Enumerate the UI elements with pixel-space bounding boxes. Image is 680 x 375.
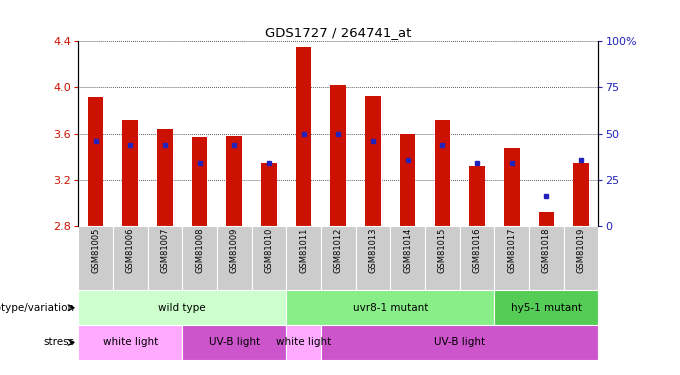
Bar (321, 325, 598, 360)
Bar (286, 226, 321, 290)
Bar (425, 226, 460, 290)
Bar (261, 162, 277, 226)
Text: GSM81010: GSM81010 (265, 228, 273, 273)
Text: GSM81006: GSM81006 (126, 228, 135, 273)
Bar (148, 226, 182, 290)
Text: uvr8-1 mutant: uvr8-1 mutant (353, 303, 428, 313)
Text: stress: stress (44, 338, 75, 347)
Bar (539, 212, 554, 226)
Text: GSM81018: GSM81018 (542, 228, 551, 273)
Bar (122, 120, 138, 226)
Bar (390, 226, 425, 290)
Text: UV-B light: UV-B light (434, 338, 486, 347)
Text: GSM81012: GSM81012 (334, 228, 343, 273)
Text: wild type: wild type (158, 303, 206, 313)
Bar (182, 325, 286, 360)
Bar (78, 290, 286, 325)
Bar (78, 325, 182, 360)
Bar (192, 137, 207, 226)
Bar (504, 147, 520, 226)
Bar (564, 226, 598, 290)
Text: GSM81009: GSM81009 (230, 228, 239, 273)
Bar (469, 166, 485, 226)
Bar (113, 226, 148, 290)
Bar (321, 226, 356, 290)
Bar (286, 325, 321, 360)
Bar (400, 134, 415, 226)
Bar (182, 226, 217, 290)
Bar (217, 226, 252, 290)
Bar (573, 162, 589, 226)
Text: GSM81019: GSM81019 (577, 228, 585, 273)
Text: GSM81011: GSM81011 (299, 228, 308, 273)
Bar (494, 226, 529, 290)
Title: GDS1727 / 264741_at: GDS1727 / 264741_at (265, 26, 411, 39)
Bar (226, 136, 242, 226)
Bar (286, 290, 494, 325)
Text: GSM81016: GSM81016 (473, 228, 481, 273)
Bar (252, 226, 286, 290)
Bar (460, 226, 494, 290)
Text: hy5-1 mutant: hy5-1 mutant (511, 303, 582, 313)
Bar (356, 226, 390, 290)
Text: GSM81008: GSM81008 (195, 228, 204, 273)
Bar (435, 120, 450, 226)
Bar (365, 96, 381, 226)
Bar (529, 226, 564, 290)
Text: white light: white light (103, 338, 158, 347)
Text: UV-B light: UV-B light (209, 338, 260, 347)
Bar (157, 129, 173, 226)
Text: GSM81013: GSM81013 (369, 228, 377, 273)
Bar (330, 85, 346, 226)
Text: GSM81007: GSM81007 (160, 228, 169, 273)
Text: GSM81015: GSM81015 (438, 228, 447, 273)
Bar (88, 97, 103, 226)
Text: white light: white light (276, 338, 331, 347)
Bar (494, 290, 598, 325)
Bar (296, 47, 311, 226)
Text: GSM81017: GSM81017 (507, 228, 516, 273)
Text: genotype/variation: genotype/variation (0, 303, 75, 313)
Text: GSM81014: GSM81014 (403, 228, 412, 273)
Text: GSM81005: GSM81005 (91, 228, 100, 273)
Bar (78, 226, 113, 290)
